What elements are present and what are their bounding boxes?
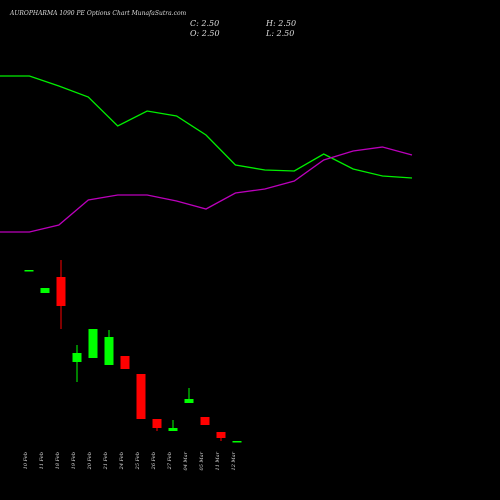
x-tick-label: 20 Feb [87,452,93,470]
candle-body [88,329,98,358]
x-tick-label: 18 Feb [55,452,61,469]
x-tick-label: 04 Mar [183,451,189,470]
candle-body [40,288,50,293]
x-tick-label: 11 Mar [215,451,221,470]
line-series [0,75,413,179]
candle-body [232,441,242,443]
candle-body [104,337,114,365]
x-tick-label: 05 Mar [199,451,205,470]
high-label: H: 2.50 [265,19,296,28]
candle-body [216,432,226,438]
x-tick-label: 27 Feb [167,452,173,470]
candle-body [24,270,34,272]
candle-body [120,356,130,369]
x-tick-label: 21 Feb [103,452,109,470]
candle-body [168,428,178,431]
open-label: O: 2.50 [190,29,220,38]
x-tick-label: 11 Feb [39,452,45,469]
candle-body [200,417,210,425]
candle-body [136,374,146,419]
candle-body [152,419,162,428]
x-tick-label: 12 Mar [231,451,237,470]
candle-body [56,277,66,306]
chart-title: AUROPHARMA 1090 PE Options Chart MunafaS… [9,10,187,17]
candle-body [184,399,194,403]
candle-body [72,353,82,362]
line-series [0,146,413,233]
x-tick-label: 26 Feb [151,452,157,470]
x-tick-label: 24 Feb [119,452,125,470]
low-label: L: 2.50 [265,29,294,38]
x-tick-label: 25 Feb [135,452,141,470]
x-tick-label: 19 Feb [71,452,77,469]
x-tick-label: 10 Feb [23,452,29,469]
close-label: C: 2.50 [190,19,219,28]
